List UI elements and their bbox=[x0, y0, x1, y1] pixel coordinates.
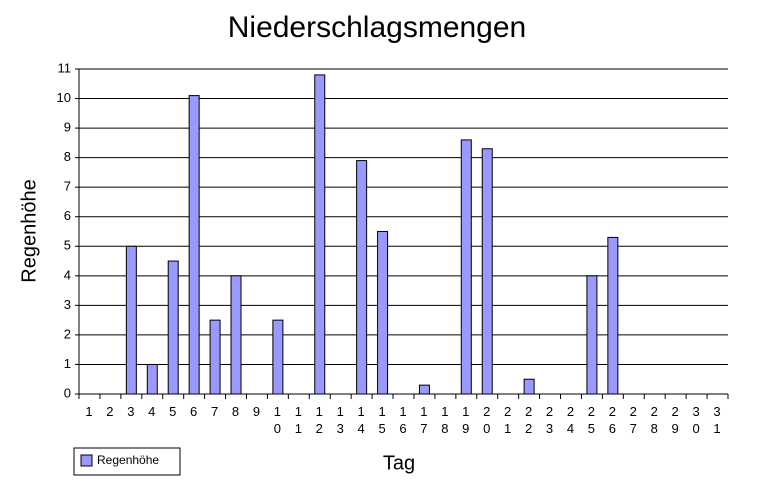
x-tick-label: 23 bbox=[542, 404, 558, 438]
x-axis-label: Tag bbox=[383, 452, 415, 474]
x-tick-label: 17 bbox=[416, 404, 432, 438]
chart-title: Niederschlagsmengen bbox=[228, 11, 527, 44]
bar bbox=[607, 236, 619, 395]
x-tick-label: 27 bbox=[625, 404, 641, 438]
x-tick-label: 21 bbox=[500, 404, 516, 438]
y-tick-label: 1 bbox=[64, 356, 71, 371]
x-tick-label: 22 bbox=[521, 404, 537, 438]
y-tick-label: 9 bbox=[64, 120, 71, 135]
x-tick-label: 30 bbox=[688, 404, 704, 438]
x-tick-label: 10 bbox=[269, 404, 285, 438]
y-tick-label: 11 bbox=[58, 60, 72, 75]
bar bbox=[481, 148, 493, 395]
x-tick-label: 3 bbox=[123, 404, 139, 421]
bar bbox=[167, 260, 179, 395]
y-tick-label: 8 bbox=[64, 149, 71, 164]
y-tick-label: 5 bbox=[64, 238, 71, 253]
bar bbox=[230, 275, 242, 395]
x-tick-label: 20 bbox=[479, 404, 495, 438]
x-tick-label: 11 bbox=[290, 404, 306, 438]
x-tick-label: 7 bbox=[207, 404, 223, 421]
y-tick-label: 7 bbox=[64, 179, 71, 194]
bar bbox=[188, 95, 200, 395]
x-tick-label: 9 bbox=[248, 404, 264, 421]
x-tick-label: 31 bbox=[709, 404, 725, 438]
bar bbox=[418, 384, 430, 395]
x-tick-label: 4 bbox=[144, 404, 160, 421]
bar bbox=[209, 319, 221, 395]
y-axis-label: Regenhöhe bbox=[18, 179, 40, 282]
bar bbox=[314, 74, 326, 395]
legend-swatch bbox=[80, 454, 93, 467]
bar bbox=[272, 319, 284, 395]
x-tick-label: 13 bbox=[332, 404, 348, 438]
x-tick-label: 12 bbox=[311, 404, 327, 438]
x-tick-label: 29 bbox=[667, 404, 683, 438]
x-tick-label: 5 bbox=[165, 404, 181, 421]
x-tick-label: 16 bbox=[395, 404, 411, 438]
x-tick-label: 24 bbox=[562, 404, 578, 438]
x-tick-label: 6 bbox=[186, 404, 202, 421]
bar bbox=[356, 160, 368, 395]
x-tick-label: 14 bbox=[353, 404, 369, 438]
y-tick-label: 6 bbox=[64, 208, 71, 223]
bar bbox=[586, 275, 598, 395]
legend-label: Regenhöhe bbox=[97, 453, 159, 467]
x-tick-label: 28 bbox=[646, 404, 662, 438]
y-tick-label: 4 bbox=[64, 267, 71, 282]
y-tick-label: 2 bbox=[64, 326, 71, 341]
x-tick-label: 19 bbox=[458, 404, 474, 438]
bar bbox=[377, 231, 389, 395]
bar bbox=[460, 139, 472, 395]
x-tick-label: 25 bbox=[583, 404, 599, 438]
x-tick-label: 18 bbox=[437, 404, 453, 438]
x-tick-label: 2 bbox=[102, 404, 118, 421]
y-tick-label: 3 bbox=[64, 297, 71, 312]
bar bbox=[523, 378, 535, 395]
x-tick-label: 8 bbox=[228, 404, 244, 421]
bar bbox=[146, 363, 158, 395]
y-tick-label: 10 bbox=[57, 90, 71, 105]
x-tick-label: 1 bbox=[81, 404, 97, 421]
bar bbox=[125, 245, 137, 395]
y-tick-label: 0 bbox=[64, 385, 71, 400]
x-tick-label: 15 bbox=[374, 404, 390, 438]
x-tick-label: 26 bbox=[604, 404, 620, 438]
